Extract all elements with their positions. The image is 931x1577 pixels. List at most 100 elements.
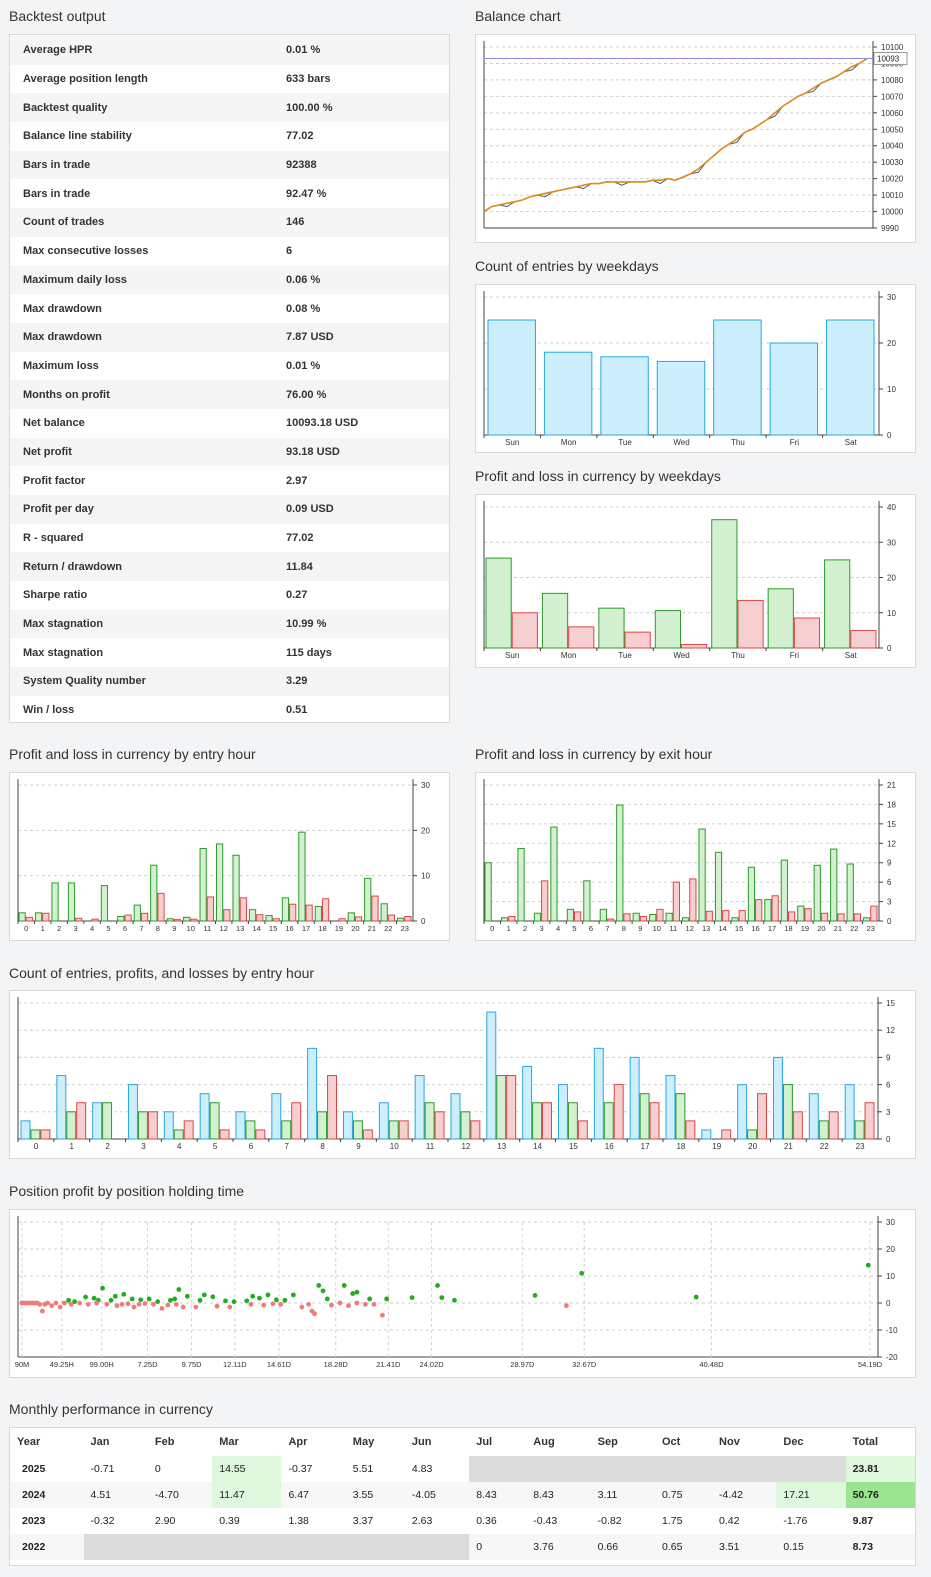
monthly-value-cell: -0.43 — [533, 1515, 558, 1527]
stats-row: Balance line stability 77.02 — [10, 122, 449, 151]
monthly-value-cell: 4.51 — [83, 1482, 148, 1508]
bar — [542, 1102, 552, 1140]
stats-row: Bars in trade 92.47 % — [10, 179, 449, 208]
bar — [307, 1047, 318, 1140]
x-tick-label: 20 — [817, 924, 825, 933]
bar — [272, 918, 280, 922]
monthly-total-cell: 9.87 — [852, 1515, 874, 1527]
balance-chart-title: Balance chart — [475, 8, 561, 24]
profit-point — [250, 1293, 256, 1299]
bar — [18, 912, 26, 922]
bar — [219, 1129, 230, 1140]
loss-point — [104, 1301, 110, 1307]
stat-label: Average position length — [23, 73, 148, 86]
x-tick-label: 49.25H — [50, 1360, 74, 1369]
monthly-value-cell: 8.43 — [469, 1482, 527, 1508]
monthly-header-cell: Jun — [411, 1436, 432, 1448]
x-tick-label: 0 — [24, 924, 28, 933]
stat-label: Max drawdown — [23, 302, 102, 315]
bar — [603, 1102, 614, 1140]
loss-point — [94, 1300, 100, 1306]
profit-point — [579, 1270, 585, 1276]
stat-label: Maximum loss — [23, 359, 99, 372]
y-tick-label: 9 — [886, 1053, 891, 1062]
loss-point — [329, 1302, 334, 1308]
bar — [773, 1056, 783, 1140]
y-tick-label: 30 — [887, 293, 896, 302]
stats-row: Sharpe ratio 0.27 — [10, 581, 449, 610]
bar — [846, 863, 854, 922]
profit-point — [435, 1283, 440, 1288]
y-tick-label: 0 — [886, 1299, 891, 1308]
loss-point — [299, 1304, 305, 1310]
profit-point — [201, 1292, 207, 1298]
stat-value: 92.47 % — [286, 187, 327, 200]
bar — [245, 1120, 256, 1140]
x-tick-label: 5 — [106, 924, 110, 933]
stats-row: Backtest quality 100.00 % — [10, 93, 449, 123]
profit-point — [265, 1292, 271, 1298]
loss-point — [119, 1301, 125, 1307]
x-tick-label: 12.11D — [223, 1360, 247, 1369]
bar — [826, 319, 875, 436]
bar — [541, 592, 569, 649]
bar — [682, 917, 690, 922]
bar — [593, 1047, 604, 1140]
loss-point — [37, 1301, 43, 1307]
bar — [150, 864, 158, 922]
x-tick-label: 2 — [105, 1142, 110, 1151]
stat-value: 7.87 USD — [286, 331, 334, 344]
x-tick-label: 5 — [572, 924, 576, 933]
loss-point — [564, 1303, 569, 1309]
monthly-value-cell: -0.37 — [288, 1463, 313, 1475]
monthly-row: 2024 4.51 -4.70 11.47 6.47 3.55 -4.05 8.43 8.43 3… — [10, 1482, 915, 1508]
weekday-pl-title: Profit and loss in currency by weekdays — [475, 468, 721, 484]
profit-point — [290, 1292, 296, 1298]
x-tick-label: 54.19D — [858, 1360, 883, 1369]
stat-value: 10093.18 USD — [286, 417, 359, 430]
x-tick-label: 14.61D — [267, 1360, 292, 1369]
x-tick-label: 11 — [426, 1142, 435, 1151]
bar — [199, 1093, 210, 1140]
x-tick-label: 8 — [320, 1142, 325, 1151]
loss-point — [114, 1303, 120, 1309]
monthly-value-cell: 0.15 — [776, 1534, 846, 1560]
monthly-value-cell: 5.51 — [352, 1463, 374, 1475]
monthly-year-cell: 2025 — [22, 1463, 46, 1475]
bar — [124, 914, 132, 922]
monthly-empty-cell — [469, 1456, 846, 1482]
profit-point — [865, 1262, 871, 1268]
bar — [737, 1084, 748, 1140]
x-tick-label: 1 — [70, 1142, 75, 1151]
x-tick-label: 99.00H — [90, 1360, 114, 1369]
stats-row: Max stagnation 115 days — [10, 638, 449, 667]
bar — [404, 915, 412, 922]
bar — [484, 862, 492, 922]
stats-row: Max consecutive losses 6 — [10, 237, 449, 266]
loss-point — [173, 1301, 179, 1307]
stat-label: Balance line stability — [23, 130, 132, 143]
stat-label: Maximum daily loss — [23, 273, 127, 286]
stat-label: Sharpe ratio — [23, 589, 88, 602]
x-tick-label: Sat — [845, 651, 858, 660]
bar — [338, 918, 346, 922]
bar — [818, 1120, 829, 1140]
profit-point — [108, 1297, 114, 1303]
y-tick-label: 12 — [887, 839, 896, 848]
monthly-value-cell: -0.32 — [90, 1515, 115, 1527]
bar — [870, 905, 878, 922]
x-tick-label: 10 — [653, 924, 661, 933]
bar — [34, 912, 43, 922]
stats-row: Profit factor 2.97 — [10, 466, 449, 495]
y-tick-label: 0 — [886, 1135, 891, 1144]
stats-row: Maximum daily loss 0.06 % — [10, 265, 449, 295]
bar — [623, 913, 631, 922]
backtest-title: Backtest output — [9, 8, 106, 24]
monthly-value-cell: 3.51 — [712, 1534, 777, 1560]
bar — [305, 904, 313, 922]
entry-hour-pl-title: Profit and loss in currency by entry hou… — [9, 746, 256, 762]
monthly-row: 2025 -0.71 0 14.55 -0.37 5.51 4.83 23.81 — [10, 1456, 915, 1482]
bar — [291, 1102, 302, 1140]
y-tick-label: 9990 — [881, 224, 899, 233]
bar — [714, 851, 723, 922]
